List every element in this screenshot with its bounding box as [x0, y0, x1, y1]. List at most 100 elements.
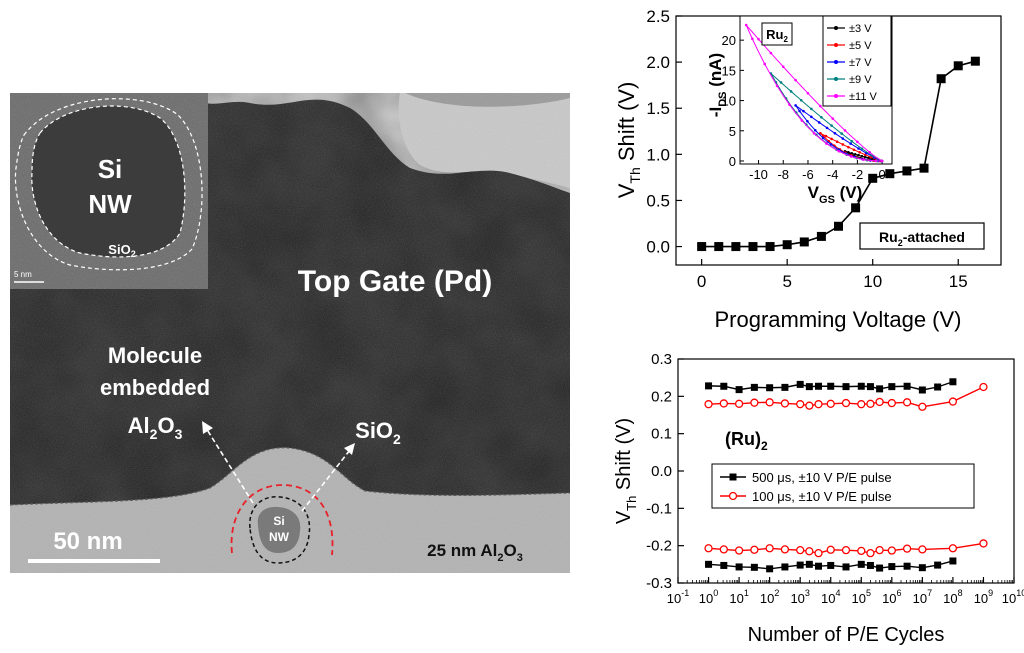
c1-inset-point — [830, 137, 833, 141]
c1-annotation-box: Ru2-attached — [859, 222, 985, 250]
c2-data-point — [735, 563, 743, 571]
c2-data-point — [766, 384, 774, 392]
c1-inset-point — [825, 142, 828, 145]
c2-xtick-label: 1010 — [1002, 588, 1024, 606]
c1-data-point — [868, 173, 878, 183]
c2-data-point — [934, 383, 942, 391]
c1-inset-point — [860, 147, 864, 150]
c1-inset-point — [880, 159, 884, 163]
c2-data-point — [805, 547, 814, 556]
c1-data-point — [851, 203, 861, 213]
c2-ytick-label: -0.2 — [646, 538, 672, 555]
c2-data-point — [918, 402, 927, 411]
c2-data-point — [876, 564, 884, 572]
c2-data-point — [781, 383, 789, 391]
tem-inset: Si NW SiO2 5 nm — [10, 93, 208, 289]
top-gate-label: Top Gate (Pd) — [298, 265, 492, 298]
c1-inset-point — [843, 129, 847, 132]
c2-data-point — [934, 561, 942, 569]
c1-inset-legend-marker — [834, 60, 838, 64]
c1-inset-point — [847, 145, 850, 149]
c1-data-point — [953, 61, 963, 71]
arrow-to-sio2-layer — [301, 443, 355, 512]
c2-data-point — [857, 382, 865, 390]
c1-inset-point — [857, 147, 860, 150]
c2-xtick-label: 102 — [760, 588, 779, 606]
tem-micrograph: Si NW Top Gate (Pd) Molecule embedded Al… — [10, 93, 570, 573]
c1-inset-legend-label: ±7 V — [849, 57, 872, 69]
c2-data-point — [875, 545, 884, 555]
c2-data-point — [949, 557, 957, 565]
c1-inset-point — [824, 134, 828, 138]
c2-legend-marker — [729, 473, 737, 481]
c1-inset-point — [799, 98, 803, 102]
chart-vth-vs-pe-cycles: -0.3 -0.2 -0.1 0.0 0.1 0.2 0.3 10-1 100 101 102 10… — [613, 351, 1024, 646]
c2-data-point — [814, 400, 823, 409]
c1-data-point — [970, 56, 980, 66]
c1-inset-point — [813, 128, 817, 132]
c1-inset-point — [829, 143, 833, 146]
c2-xtick-label: 100 — [699, 588, 718, 606]
c1-inset-legend-marker — [834, 94, 838, 98]
c1-inset-point — [794, 78, 797, 82]
c1-inset-point — [819, 131, 822, 135]
c2-data-point — [949, 378, 957, 386]
c1-inset-label: Ru2 — [766, 27, 788, 44]
c1-inset-xtick-label: -2 — [852, 167, 864, 182]
c1-inset-legend-label: ±3 V — [849, 23, 872, 35]
c1-inset-xtick-label: 0 — [878, 167, 885, 182]
c2-ytick-label: 0.1 — [651, 426, 672, 443]
c2-data-point — [876, 385, 884, 393]
c2-data-point — [918, 386, 926, 394]
c2-data-point — [805, 401, 814, 410]
c2-title: (Ru)2 — [725, 429, 768, 453]
inset-si-label: Si — [98, 154, 123, 184]
c2-data-point — [734, 399, 744, 408]
c2-xtick-label: 107 — [913, 588, 932, 606]
c1-inset-point — [867, 156, 870, 160]
c1-xlabel: Programming Voltage (V) — [715, 307, 962, 332]
c1-inset-point — [751, 37, 754, 41]
arrow-to-molecule-layer — [202, 421, 254, 504]
c1-inset-xtick-label: -8 — [777, 167, 789, 182]
c1-ytick-label: 1.0 — [646, 145, 670, 164]
c2-data-point — [948, 544, 958, 553]
c2-data-point — [796, 561, 804, 569]
c2-data-point — [765, 544, 774, 553]
c2-data-point — [866, 399, 875, 408]
c1-inset-point — [763, 62, 767, 66]
c1-inset-ytick-label: 10 — [722, 94, 736, 109]
c2-data-point — [866, 383, 874, 391]
c1-inset-legend-label: ±9 V — [849, 74, 872, 86]
c2-data-point — [827, 561, 835, 569]
c2-data-point — [842, 563, 850, 571]
c2-data-point — [948, 397, 958, 406]
c2-xtick-label: 108 — [943, 588, 962, 606]
c1-inset-point — [810, 107, 813, 111]
c2-data-point — [704, 544, 713, 553]
c1-inset-point — [860, 154, 864, 158]
substrate-label: 25 nm Al2O3 — [427, 541, 523, 564]
c1-data-point — [902, 166, 912, 176]
c1-inset-legend-label: ±5 V — [849, 40, 872, 52]
c2-data-point — [750, 545, 759, 554]
c1-inset-point — [849, 155, 853, 158]
c1-inset-point — [837, 149, 841, 153]
c2-data-point — [903, 382, 911, 390]
c1-inset-xlabel: VGS (V) — [808, 183, 863, 206]
c1-inset-point — [819, 104, 822, 108]
c1-inset-xtick-label: -10 — [749, 167, 768, 182]
c1-ytick-label: 0.5 — [646, 191, 670, 210]
c2-xtick-label: 109 — [974, 588, 993, 606]
inset-nw-label: NW — [88, 189, 132, 219]
c2-data-point — [750, 398, 759, 407]
c2-xtick-label: 101 — [729, 588, 748, 606]
c2-data-point — [735, 386, 743, 394]
c1-inset-point — [744, 23, 748, 27]
c1-inset-point — [825, 126, 829, 130]
c2-data-point — [888, 563, 896, 571]
c2-data-point — [815, 382, 823, 390]
c1-xtick-label: 5 — [782, 272, 791, 291]
c2-xtick-label: 103 — [790, 588, 809, 606]
si-nw-label-si: Si — [273, 514, 284, 528]
